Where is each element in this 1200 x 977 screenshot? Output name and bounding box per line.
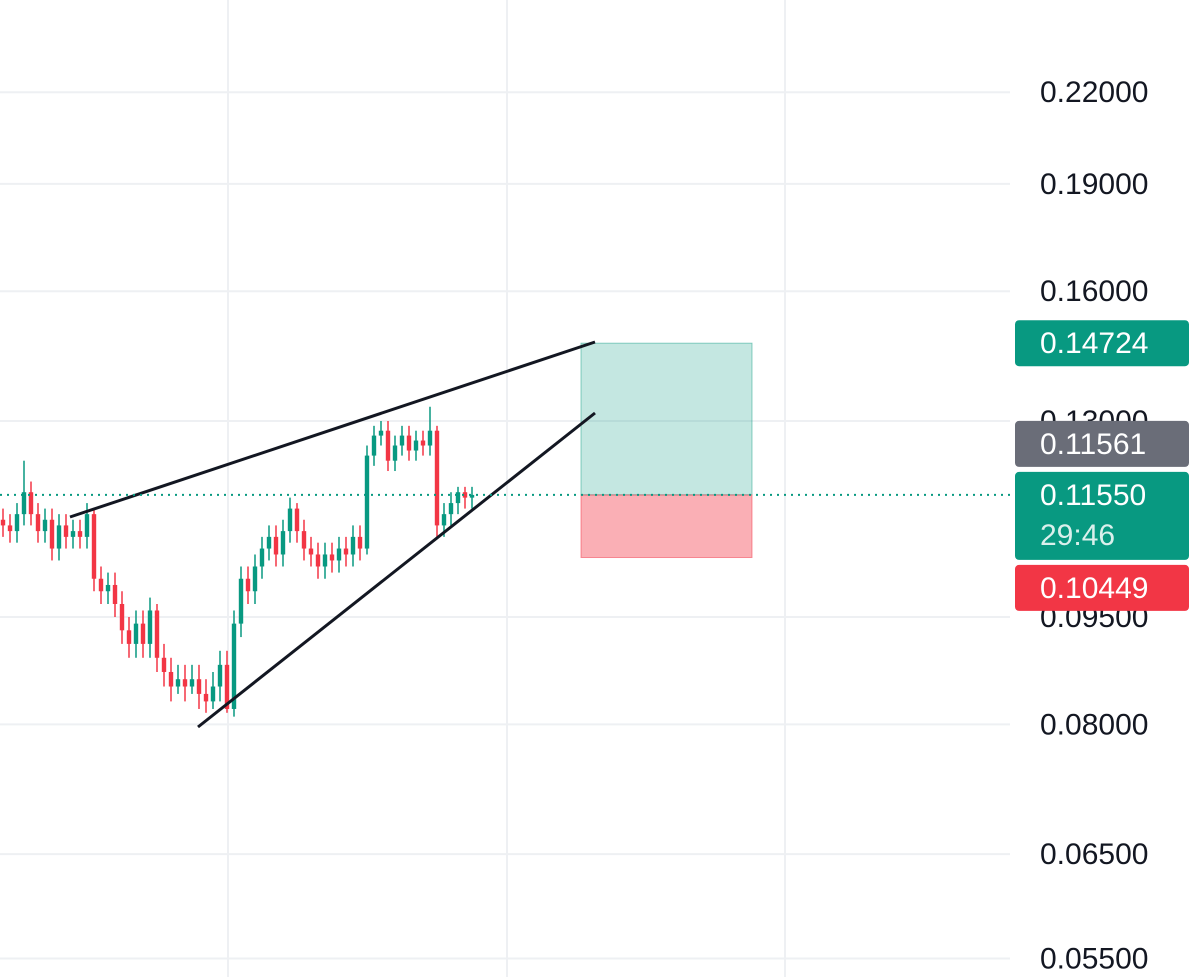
candle-body: [364, 455, 370, 549]
y-tick-label: 0.19000: [1040, 168, 1148, 201]
candle-body: [336, 548, 342, 561]
countdown-label: 29:46: [1040, 519, 1115, 552]
candle-body: [231, 623, 237, 709]
price-badge-label: 0.11550: [1040, 479, 1146, 512]
candle-body: [42, 519, 48, 532]
candle-body: [420, 440, 426, 446]
candle-body: [203, 693, 209, 702]
candle-body: [133, 623, 139, 644]
price-badge-label: 0.14724: [1040, 327, 1148, 360]
y-tick-label: 0.08000: [1040, 708, 1148, 741]
candle-body: [378, 430, 384, 436]
candles: [0, 406, 475, 717]
candle-body: [252, 566, 258, 592]
drawings: [69, 340, 596, 729]
candle-body: [350, 536, 356, 555]
candle-body: [175, 679, 181, 687]
candle-body: [392, 445, 398, 461]
candle-body: [217, 664, 223, 687]
candle-body: [119, 603, 125, 631]
price-badge: [1015, 320, 1189, 367]
candle-body: [154, 610, 160, 658]
candle-body: [245, 578, 251, 592]
candle-body: [406, 435, 412, 451]
grid: [0, 0, 1010, 977]
candle-body: [98, 578, 104, 592]
candle-body: [294, 508, 300, 532]
candle-body: [161, 657, 167, 672]
trendline: [197, 411, 596, 729]
candle-body: [259, 548, 265, 567]
candle-body: [7, 525, 13, 532]
candle-body: [343, 548, 349, 555]
y-tick-label: 0.06500: [1040, 838, 1148, 871]
candle-body: [399, 435, 405, 446]
candle-body: [28, 492, 34, 515]
candle-body: [105, 584, 111, 592]
candle-body: [35, 514, 41, 532]
candle-body: [287, 508, 293, 532]
candle-body: [63, 525, 69, 537]
candle-body: [469, 494, 475, 498]
profit-zone: [580, 342, 753, 496]
candle-body: [448, 503, 454, 515]
y-tick-label: 0.22000: [1040, 76, 1148, 109]
price-badge: [1015, 564, 1189, 611]
price-badge: [1015, 471, 1189, 560]
candle-body: [84, 514, 90, 537]
candle-body: [462, 492, 468, 498]
candle-body: [112, 584, 118, 604]
candle-body: [434, 430, 440, 526]
candle-body: [70, 531, 76, 537]
candle-body: [329, 554, 335, 561]
candle-body: [308, 548, 314, 555]
candle-body: [189, 679, 195, 687]
price-badge: [1015, 420, 1189, 467]
candle-body: [140, 623, 146, 644]
candle-body: [301, 531, 307, 549]
candle-body: [0, 519, 6, 526]
candle-body: [455, 492, 461, 504]
candle-body: [322, 554, 328, 567]
candle-body: [21, 492, 27, 515]
candle-body: [49, 519, 55, 549]
candle-body: [427, 430, 433, 446]
candle-body: [168, 671, 174, 687]
candle-body: [413, 440, 419, 451]
candle-body: [14, 514, 20, 532]
candle-body: [371, 435, 377, 456]
candle-body: [210, 686, 216, 702]
price-badge-label: 0.10449: [1040, 572, 1148, 605]
candle-body: [357, 536, 363, 549]
candle-body: [238, 578, 244, 624]
candle-body: [273, 536, 279, 555]
candle-body: [266, 536, 272, 549]
price-badges: 0.14724 0.11561 0.11550 29:46 0.10449: [0, 320, 1189, 611]
candle-body: [91, 514, 97, 579]
y-tick-label: 0.05500: [1040, 942, 1148, 975]
y-tick-label: 0.16000: [1040, 275, 1148, 308]
candle-body: [315, 554, 321, 567]
candle-body: [385, 430, 391, 461]
candle-body: [56, 525, 62, 549]
candle-body: [182, 679, 188, 687]
candle-body: [196, 679, 202, 694]
candle-body: [280, 531, 286, 555]
trendline: [69, 340, 596, 519]
price-badge-label: 0.11561: [1040, 428, 1146, 461]
candle-body: [147, 610, 153, 644]
candle-body: [441, 514, 447, 526]
candle-body: [126, 630, 132, 644]
candle-body: [224, 664, 230, 709]
position-tool: [580, 342, 753, 559]
loss-zone: [580, 494, 753, 559]
candle-body: [77, 531, 83, 537]
